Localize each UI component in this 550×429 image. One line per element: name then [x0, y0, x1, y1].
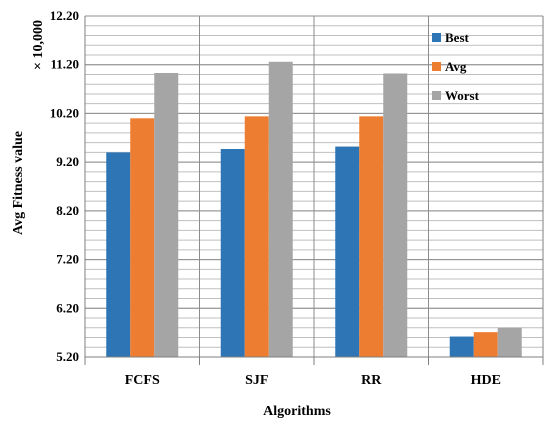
- bar-best-rr: [335, 146, 360, 357]
- y-tick-label: 9.20: [56, 154, 79, 169]
- bar-best-fcfs: [106, 152, 131, 357]
- x-tick-label: SJF: [245, 373, 268, 388]
- bar-worst-fcfs: [154, 72, 179, 357]
- y-tick-label: 5.20: [56, 349, 79, 364]
- y-axis-title: Avg Fitness value: [11, 131, 26, 235]
- legend-swatch-avg: [432, 62, 441, 71]
- y-scale-note: × 10,000: [31, 20, 46, 70]
- bar-best-hde: [449, 336, 474, 357]
- bar-best-sjf: [220, 148, 245, 357]
- x-axis-title: Algorithms: [263, 404, 331, 419]
- legend-label-best: Best: [445, 30, 470, 45]
- bars: [106, 61, 522, 358]
- y-tick-labels: 5.20 6.20 7.20 8.20 9.20 10.20 11.20 12.20: [50, 8, 79, 364]
- bar-avg-rr: [359, 116, 384, 357]
- y-tick-label: 7.20: [56, 252, 79, 267]
- bar-worst-sjf: [268, 61, 293, 357]
- y-tick-label: 11.20: [50, 57, 79, 72]
- y-tick-label: 6.20: [56, 300, 79, 315]
- x-tick-labels: FCFS SJF RR HDE: [125, 373, 501, 388]
- y-tick-label: 12.20: [50, 8, 79, 23]
- bar-worst-hde: [497, 327, 522, 357]
- legend-swatch-worst: [432, 91, 441, 100]
- y-tick-label: 8.20: [56, 203, 79, 218]
- legend: Best Avg Worst: [432, 30, 480, 103]
- x-tick-label: FCFS: [125, 373, 160, 388]
- axes: [84, 16, 544, 365]
- legend-label-worst: Worst: [445, 88, 480, 103]
- legend-label-avg: Avg: [445, 59, 467, 74]
- x-tick-label: RR: [361, 373, 382, 388]
- bar-avg-fcfs: [130, 118, 155, 357]
- legend-swatch-best: [432, 33, 441, 42]
- bar-avg-sjf: [244, 116, 269, 357]
- bar-worst-rr: [383, 73, 408, 358]
- bar-avg-hde: [473, 332, 498, 357]
- x-tick-label: HDE: [471, 373, 501, 388]
- y-tick-label: 10.20: [50, 105, 79, 120]
